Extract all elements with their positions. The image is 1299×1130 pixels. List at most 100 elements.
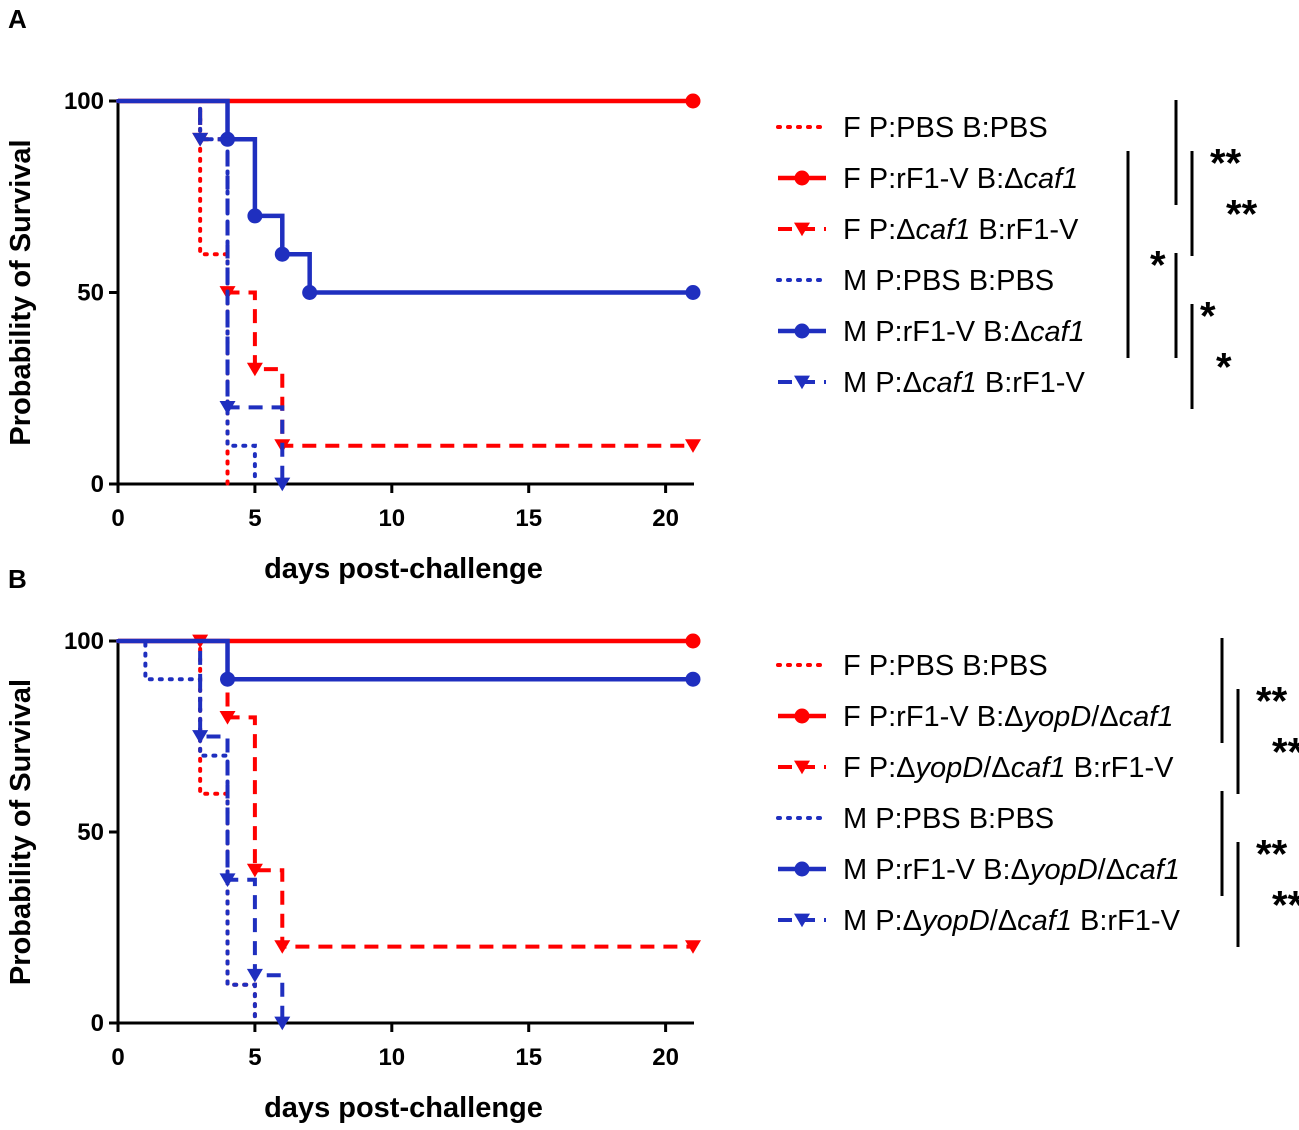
y-tick-label: 100: [64, 628, 104, 655]
series-1: [116, 639, 257, 1025]
significance-bracket: **: [1190, 151, 1258, 256]
legend-item: M P:rF1-V B:ΔyopD/Δcaf1: [778, 854, 1180, 886]
legend-label: M P:PBS B:PBS: [843, 803, 1054, 835]
survival-line: [118, 99, 693, 448]
legend: F P:PBS B:PBS F P:rF1-V B:Δcaf1 F P:Δcaf1 …: [776, 112, 1085, 399]
circle-marker: [685, 285, 701, 300]
legend-label: F P:PBS B:PBS: [843, 112, 1048, 144]
significance-bracket: **: [1220, 638, 1288, 743]
x-tick-label: 10: [378, 1044, 405, 1071]
significance-label: **: [1256, 833, 1288, 877]
circle-marker: [794, 323, 810, 339]
significance-label: *: [1150, 244, 1166, 288]
panel-B: B 0 50 100 0 5 10 15 20 days post-challenge Probab…: [5, 564, 1299, 1124]
series-5: [118, 638, 701, 687]
x-tick-label: 0: [111, 1044, 124, 1071]
x-tick-label: 0: [111, 505, 124, 532]
series-1: [116, 99, 230, 486]
legend-label: M P:rF1-V B:ΔyopD/Δcaf1: [843, 854, 1180, 886]
circle-marker: [794, 708, 810, 724]
triangle-marker: [274, 1016, 291, 1031]
triangle-marker: [219, 401, 236, 415]
series-5: [118, 98, 701, 300]
legend-label: F P:rF1-V B:ΔyopD/Δcaf1: [843, 701, 1173, 733]
legend-item: F P:PBS B:PBS: [776, 112, 1048, 144]
x-tick-label: 15: [515, 1044, 542, 1071]
legend-item: F P:rF1-V B:ΔyopD/Δcaf1: [778, 701, 1173, 733]
triangle-marker: [685, 439, 701, 453]
panel-label: B: [8, 564, 27, 594]
x-tick-label: 20: [652, 1044, 679, 1071]
x-tick-label: 5: [248, 1044, 261, 1071]
circle-marker: [247, 208, 263, 224]
legend-label: M P:Δcaf1 B:rF1-V: [843, 367, 1085, 399]
significance-label: **: [1272, 884, 1299, 928]
legend-label: M P:PBS B:PBS: [843, 265, 1054, 297]
circle-marker: [685, 93, 701, 109]
survival-line: [118, 98, 693, 295]
significance-label: **: [1256, 680, 1288, 724]
triangle-marker: [794, 760, 810, 775]
significance-label: *: [1200, 295, 1216, 339]
circle-marker: [794, 861, 810, 877]
triangle-marker: [685, 940, 701, 954]
survival-line: [118, 639, 693, 949]
y-tick-label: 0: [91, 471, 104, 498]
significance-brackets: ** ** ** **: [1220, 638, 1299, 947]
legend-item: M P:PBS B:PBS: [776, 803, 1054, 835]
triangle-marker: [219, 873, 236, 887]
y-axis-title: Probability of Survival: [5, 679, 37, 985]
x-tick-label: 15: [515, 505, 542, 532]
triangle-marker: [794, 222, 810, 237]
legend-label: F P:ΔyopD/Δcaf1 B:rF1-V: [843, 752, 1174, 784]
significance-label: **: [1210, 142, 1242, 186]
triangle-marker: [192, 132, 209, 147]
legend-item: M P:rF1-V B:Δcaf1: [778, 316, 1085, 348]
series-3: [118, 634, 701, 954]
legend-item: F P:rF1-V B:Δcaf1: [778, 163, 1078, 195]
survival-line: [116, 99, 230, 486]
triangle-marker: [246, 863, 263, 878]
triangle-marker: [274, 477, 291, 492]
triangle-marker: [192, 730, 209, 744]
circle-marker: [685, 633, 701, 649]
circle-marker: [220, 671, 236, 687]
x-tick-label: 20: [652, 505, 679, 532]
legend-label: M P:rF1-V B:Δcaf1: [843, 316, 1085, 348]
circle-marker: [274, 246, 290, 262]
triangle-marker: [219, 711, 236, 725]
y-tick-label: 50: [77, 819, 104, 846]
legend-item: M P:PBS B:PBS: [776, 265, 1054, 297]
triangle-marker: [794, 375, 810, 390]
x-tick-label: 10: [378, 505, 405, 532]
survival-line: [116, 639, 257, 1025]
triangle-marker: [246, 362, 263, 377]
survival-line: [118, 638, 693, 682]
significance-bracket: **: [1236, 842, 1299, 947]
survival-line: [116, 639, 257, 1025]
series-6: [118, 639, 291, 1031]
significance-bracket: *: [1190, 304, 1232, 409]
significance-label: **: [1272, 731, 1299, 775]
series-3: [118, 99, 701, 453]
significance-bracket: *: [1174, 253, 1216, 358]
circle-marker: [685, 671, 701, 687]
legend-label: F P:rF1-V B:Δcaf1: [843, 163, 1078, 195]
panel-A: A 0 50 100 0 5 10 15 20 days post-challenge Probab…: [5, 4, 1258, 585]
legend-item: M P:ΔyopD/Δcaf1 B:rF1-V: [778, 905, 1181, 937]
legend-label: F P:Δcaf1 B:rF1-V: [843, 214, 1079, 246]
legend: F P:PBS B:PBS F P:rF1-V B:ΔyopD/Δcaf1 F P:…: [776, 650, 1181, 937]
survival-line: [118, 639, 285, 1023]
x-axis-title: days post-challenge: [264, 553, 543, 585]
x-axis-title: days post-challenge: [264, 1092, 543, 1124]
triangle-marker: [246, 968, 263, 983]
significance-brackets: *******: [1126, 100, 1258, 409]
significance-label: **: [1226, 193, 1258, 237]
y-tick-label: 100: [64, 88, 104, 115]
significance-bracket: **: [1174, 100, 1242, 205]
y-axis-title: Probability of Survival: [5, 139, 37, 445]
legend-item: F P:ΔyopD/Δcaf1 B:rF1-V: [778, 752, 1174, 784]
survival-line: [118, 99, 285, 484]
series-6: [118, 99, 291, 492]
